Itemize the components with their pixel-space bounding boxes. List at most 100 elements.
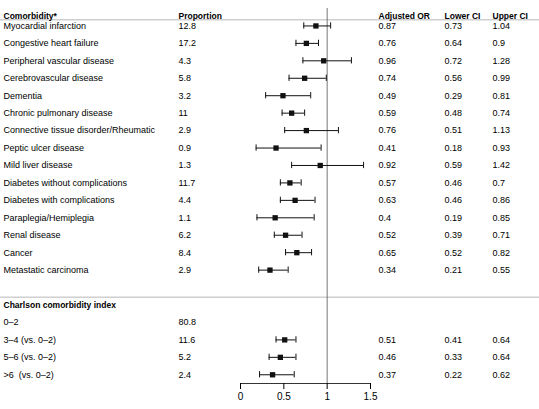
svg-text:11.6: 11.6 <box>179 335 196 345</box>
svg-text:Lower CI: Lower CI <box>445 11 481 21</box>
svg-text:0.22: 0.22 <box>445 370 463 380</box>
svg-text:0.4: 0.4 <box>379 213 392 223</box>
svg-text:1.04: 1.04 <box>493 21 511 31</box>
svg-text:>6 (vs. 0–2): >6 (vs. 0–2) <box>4 370 54 380</box>
svg-text:12.8: 12.8 <box>179 21 197 31</box>
svg-text:Congestive heart failure: Congestive heart failure <box>4 38 99 48</box>
svg-text:1.3: 1.3 <box>179 160 192 170</box>
svg-text:0–2: 0–2 <box>4 317 19 327</box>
svg-text:11: 11 <box>179 108 188 118</box>
svg-text:4.4: 4.4 <box>179 195 192 205</box>
svg-text:0.85: 0.85 <box>493 213 511 223</box>
svg-text:Cancer: Cancer <box>4 248 33 258</box>
svg-text:3–4 (vs. 0–2): 3–4 (vs. 0–2) <box>4 335 57 345</box>
svg-text:Myocardial infarction: Myocardial infarction <box>4 21 87 31</box>
svg-text:17.2: 17.2 <box>179 38 197 48</box>
svg-text:4.3: 4.3 <box>179 56 192 66</box>
svg-text:0.51: 0.51 <box>379 335 397 345</box>
svg-text:0.76: 0.76 <box>379 38 397 48</box>
svg-text:0.74: 0.74 <box>379 73 397 83</box>
svg-text:0.81: 0.81 <box>493 91 511 101</box>
svg-text:0.46: 0.46 <box>445 195 463 205</box>
svg-text:0.86: 0.86 <box>493 195 511 205</box>
svg-text:0.7: 0.7 <box>493 178 506 188</box>
svg-text:Cerebrovascular disease: Cerebrovascular disease <box>4 73 104 83</box>
svg-text:0.62: 0.62 <box>493 370 511 380</box>
svg-text:Diabetes with complications: Diabetes with complications <box>4 195 116 205</box>
svg-text:0.18: 0.18 <box>445 143 463 153</box>
svg-text:0.33: 0.33 <box>445 352 463 362</box>
svg-text:0.9: 0.9 <box>179 143 192 153</box>
svg-text:80.8: 80.8 <box>179 317 197 327</box>
svg-text:Upper CI: Upper CI <box>493 11 528 21</box>
svg-text:0.73: 0.73 <box>445 21 463 31</box>
svg-text:0.46: 0.46 <box>445 178 463 188</box>
svg-text:1.42: 1.42 <box>493 160 511 170</box>
svg-text:5–6 (vs. 0–2): 5–6 (vs. 0–2) <box>4 352 57 362</box>
svg-text:Dementia: Dementia <box>4 91 43 101</box>
svg-text:0.48: 0.48 <box>445 108 463 118</box>
svg-text:0.56: 0.56 <box>445 73 463 83</box>
svg-text:0.34: 0.34 <box>379 265 397 275</box>
svg-text:3.2: 3.2 <box>179 91 192 101</box>
svg-text:0.71: 0.71 <box>493 230 511 240</box>
svg-text:Diabetes without complications: Diabetes without complications <box>4 178 128 188</box>
svg-text:2.4: 2.4 <box>179 370 192 380</box>
svg-text:0.92: 0.92 <box>379 160 397 170</box>
svg-text:Renal disease: Renal disease <box>4 230 61 240</box>
svg-text:0.99: 0.99 <box>493 73 511 83</box>
svg-text:0.74: 0.74 <box>493 108 511 118</box>
svg-text:0.29: 0.29 <box>445 91 463 101</box>
svg-text:0.5: 0.5 <box>277 391 291 402</box>
svg-text:0.41: 0.41 <box>445 335 463 345</box>
svg-text:1.1: 1.1 <box>179 213 192 223</box>
svg-text:Connective tissue disorder/Rhe: Connective tissue disorder/Rheumatic <box>4 125 156 135</box>
svg-text:0.63: 0.63 <box>379 195 397 205</box>
svg-text:5.8: 5.8 <box>179 73 192 83</box>
svg-text:0.9: 0.9 <box>493 38 506 48</box>
svg-text:2.9: 2.9 <box>179 125 192 135</box>
svg-text:0.52: 0.52 <box>445 248 463 258</box>
svg-text:0.52: 0.52 <box>379 230 397 240</box>
svg-text:0.64: 0.64 <box>493 335 511 345</box>
svg-text:Paraplegia/Hemiplegia: Paraplegia/Hemiplegia <box>4 213 95 223</box>
svg-text:0.19: 0.19 <box>445 213 463 223</box>
svg-text:0.39: 0.39 <box>445 230 463 240</box>
svg-text:0.55: 0.55 <box>493 265 511 275</box>
svg-text:1: 1 <box>324 391 330 402</box>
svg-text:0.57: 0.57 <box>379 178 397 188</box>
svg-text:0.65: 0.65 <box>379 248 397 258</box>
svg-text:0.64: 0.64 <box>493 352 511 362</box>
svg-text:11.7: 11.7 <box>179 178 196 188</box>
svg-text:2.9: 2.9 <box>179 265 192 275</box>
svg-text:0.37: 0.37 <box>379 370 397 380</box>
svg-text:0.93: 0.93 <box>493 143 511 153</box>
svg-text:0.76: 0.76 <box>379 125 397 135</box>
svg-text:1.5: 1.5 <box>364 391 378 402</box>
svg-text:8.4: 8.4 <box>179 248 192 258</box>
svg-text:1.13: 1.13 <box>493 125 511 135</box>
svg-text:Proportion: Proportion <box>179 11 222 21</box>
svg-text:5.2: 5.2 <box>179 352 192 362</box>
svg-text:Peripheral vascular disease: Peripheral vascular disease <box>4 56 115 66</box>
svg-text:0.96: 0.96 <box>379 56 397 66</box>
svg-text:0.59: 0.59 <box>379 108 397 118</box>
svg-text:0.87: 0.87 <box>379 21 397 31</box>
svg-text:0: 0 <box>238 391 244 402</box>
svg-text:0.51: 0.51 <box>445 125 463 135</box>
svg-text:6.2: 6.2 <box>179 230 192 240</box>
svg-text:Adjusted OR: Adjusted OR <box>379 11 430 21</box>
svg-text:0.41: 0.41 <box>379 143 397 153</box>
svg-text:Chronic pulmonary disease: Chronic pulmonary disease <box>4 108 113 118</box>
svg-text:Charlson comorbidity index: Charlson comorbidity index <box>4 300 117 310</box>
svg-text:0.46: 0.46 <box>379 352 397 362</box>
svg-text:Comorbidity*: Comorbidity* <box>4 11 58 21</box>
svg-text:0.49: 0.49 <box>379 91 397 101</box>
svg-text:0.64: 0.64 <box>445 38 463 48</box>
svg-text:0.82: 0.82 <box>493 248 511 258</box>
svg-text:1.28: 1.28 <box>493 56 511 66</box>
svg-text:Peptic ulcer disease: Peptic ulcer disease <box>4 143 85 153</box>
svg-text:0.72: 0.72 <box>445 56 463 66</box>
svg-text:0.21: 0.21 <box>445 265 463 275</box>
svg-text:Mild liver disease: Mild liver disease <box>4 160 73 170</box>
